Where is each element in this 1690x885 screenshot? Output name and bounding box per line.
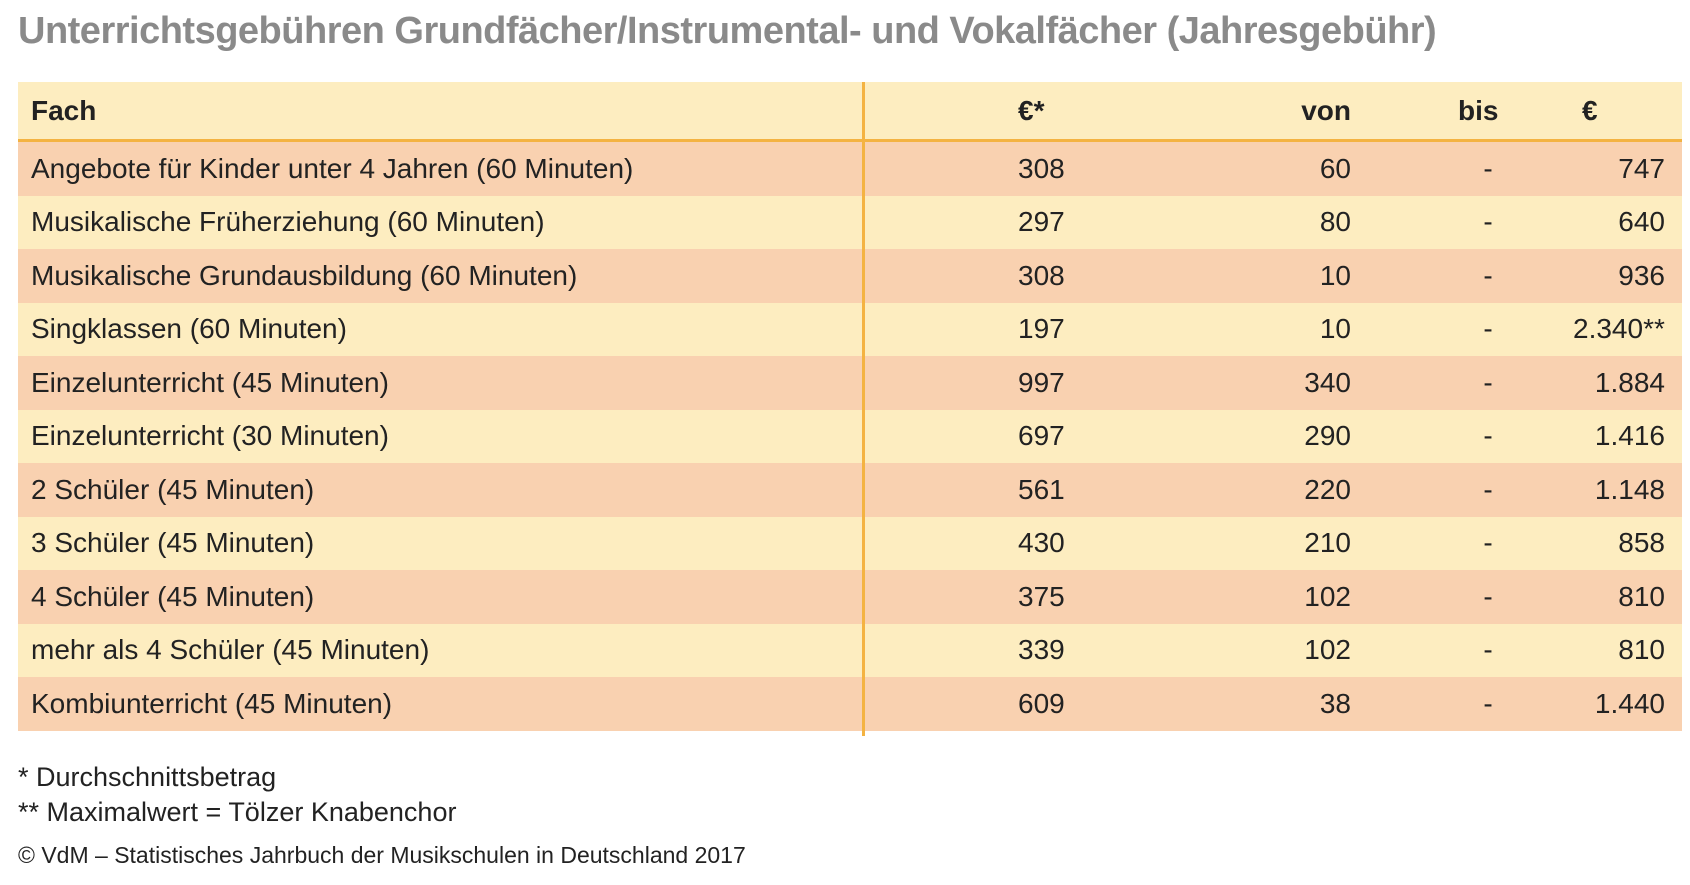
table-row: Musikalische Grundausbildung (60 Minuten… — [18, 249, 1682, 303]
cell-average: 561 — [1018, 473, 1065, 505]
cell-von: 10 — [1319, 313, 1351, 345]
cell-fach: Einzelunterricht (45 Minuten) — [31, 366, 389, 398]
cell-fach: 2 Schüler (45 Minuten) — [31, 473, 315, 505]
table-row: Einzelunterricht (45 Minuten) 997 340 - 1.88… — [18, 356, 1682, 410]
cell-max: 747 — [1618, 152, 1665, 184]
cell-max: 936 — [1618, 259, 1665, 291]
cell-bis: - — [1483, 580, 1493, 612]
cell-average: 430 — [1018, 527, 1065, 559]
cell-max: 1.440 — [1594, 687, 1665, 719]
table-row: Angebote für Kinder unter 4 Jahren (60 M… — [18, 142, 1682, 196]
header-average: €* — [1018, 94, 1045, 126]
cell-fach: Singklassen (60 Minuten) — [31, 313, 347, 345]
cell-bis: - — [1483, 473, 1493, 505]
cell-bis: - — [1483, 206, 1493, 238]
table-row: mehr als 4 Schüler (45 Minuten) 339 102 - 81… — [18, 623, 1682, 677]
cell-fach: Angebote für Kinder unter 4 Jahren (60 M… — [31, 152, 634, 184]
table-row: Singklassen (60 Minuten) 197 10 - 2.340** — [18, 302, 1682, 356]
cell-max: 810 — [1618, 580, 1665, 612]
table-row: 2 Schüler (45 Minuten) 561 220 - 1.148 — [18, 463, 1682, 517]
table-header-row: Fach €* von bis € — [18, 82, 1682, 142]
cell-bis: - — [1483, 687, 1493, 719]
header-fach: Fach — [31, 94, 97, 126]
cell-max: 1.416 — [1594, 420, 1665, 452]
cell-fach: 3 Schüler (45 Minuten) — [31, 527, 315, 559]
cell-bis: - — [1483, 366, 1493, 398]
cell-max: 1.884 — [1594, 366, 1665, 398]
cell-max: 810 — [1618, 634, 1665, 666]
cell-bis: - — [1483, 259, 1493, 291]
cell-max: 2.340** — [1573, 313, 1665, 345]
cell-average: 297 — [1018, 206, 1065, 238]
cell-fach: mehr als 4 Schüler (45 Minuten) — [31, 634, 430, 666]
cell-average: 197 — [1018, 313, 1065, 345]
cell-average: 697 — [1018, 420, 1065, 452]
cell-von: 38 — [1319, 687, 1351, 719]
cell-fach: Musikalische Früherziehung (60 Minuten) — [31, 206, 545, 238]
cell-max: 640 — [1618, 206, 1665, 238]
footnote-average: * Durchschnittsbetrag — [18, 762, 277, 792]
footnote-maximum: ** Maximalwert = Tölzer Knabenchor — [18, 797, 457, 827]
cell-bis: - — [1483, 313, 1493, 345]
table-row: Kombiunterricht (45 Minuten) 609 38 - 1.440 — [18, 677, 1682, 731]
fee-table: Fach €* von bis € Angebote für Kinder un… — [18, 82, 1682, 731]
cell-max: 1.148 — [1594, 473, 1665, 505]
cell-von: 80 — [1319, 206, 1351, 238]
page-title: Unterrichtsgebühren Grundfächer/Instrume… — [18, 10, 1437, 52]
cell-von: 290 — [1304, 420, 1351, 452]
cell-von: 210 — [1304, 527, 1351, 559]
cell-average: 609 — [1018, 687, 1065, 719]
table-body: Angebote für Kinder unter 4 Jahren (60 M… — [18, 142, 1682, 731]
cell-von: 102 — [1304, 634, 1351, 666]
cell-von: 60 — [1319, 152, 1351, 184]
table-row: Einzelunterricht (30 Minuten) 697 290 - 1.41… — [18, 409, 1682, 463]
cell-average: 375 — [1018, 580, 1065, 612]
header-bis: bis — [1458, 94, 1499, 126]
cell-bis: - — [1483, 152, 1493, 184]
table-row: 4 Schüler (45 Minuten) 375 102 - 810 — [18, 570, 1682, 624]
cell-von: 10 — [1319, 259, 1351, 291]
header-max: € — [1582, 94, 1598, 126]
cell-bis: - — [1483, 634, 1493, 666]
cell-fach: 4 Schüler (45 Minuten) — [31, 580, 315, 612]
cell-bis: - — [1483, 527, 1493, 559]
cell-fach: Musikalische Grundausbildung (60 Minuten… — [31, 259, 578, 291]
table-row: 3 Schüler (45 Minuten) 430 210 - 858 — [18, 516, 1682, 570]
header-von: von — [1301, 94, 1351, 126]
cell-fach: Kombiunterricht (45 Minuten) — [31, 687, 393, 719]
cell-von: 340 — [1304, 366, 1351, 398]
cell-average: 308 — [1018, 259, 1065, 291]
source-credit: © VdM – Statistisches Jahrbuch der Musik… — [18, 842, 746, 868]
cell-average: 339 — [1018, 634, 1065, 666]
cell-fach: Einzelunterricht (30 Minuten) — [31, 420, 389, 452]
cell-average: 997 — [1018, 366, 1065, 398]
cell-average: 308 — [1018, 152, 1065, 184]
cell-von: 220 — [1304, 473, 1351, 505]
table-row: Musikalische Früherziehung (60 Minuten) 2… — [18, 195, 1682, 249]
column-divider — [862, 82, 865, 736]
cell-max: 858 — [1618, 527, 1665, 559]
cell-bis: - — [1483, 420, 1493, 452]
cell-von: 102 — [1304, 580, 1351, 612]
